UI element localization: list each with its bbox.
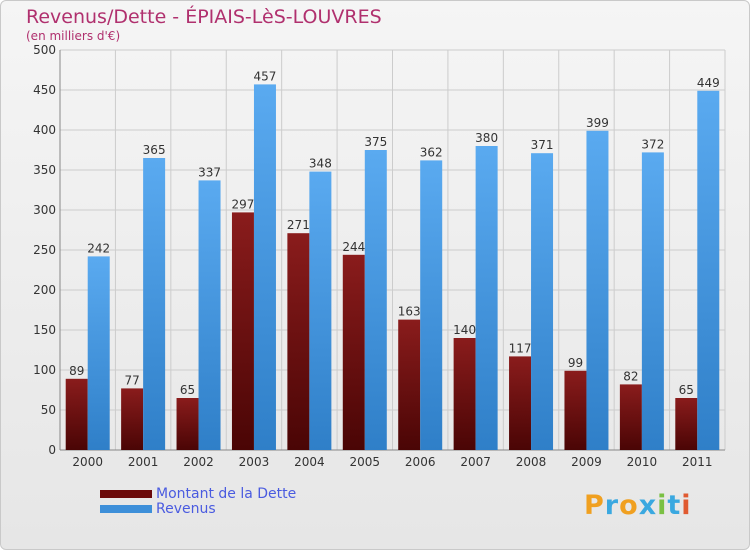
bar-debt-2008 [509, 356, 532, 450]
data-label-debt: 140 [453, 323, 476, 337]
y-tick-label: 500 [33, 43, 56, 57]
logo-letter: r [604, 490, 620, 521]
bar-revenue-2011 [697, 90, 720, 451]
data-label-debt: 271 [287, 218, 310, 232]
logo-letter: x [638, 490, 658, 521]
legend-swatch-debt [100, 489, 152, 498]
x-tick-label: 2004 [294, 455, 325, 469]
bar-debt-2011 [675, 398, 698, 450]
bar-revenue-2006 [420, 160, 443, 450]
y-tick-label: 150 [33, 323, 56, 337]
logo-letter: P [584, 490, 605, 521]
data-label-debt: 65 [679, 383, 694, 397]
data-label-revenue: 372 [641, 137, 664, 151]
y-tick-label: 200 [33, 283, 56, 297]
data-label-debt: 117 [509, 341, 532, 355]
legend-item-revenue: Revenus [100, 500, 296, 517]
bar-debt-2004 [287, 233, 310, 450]
data-label-revenue: 457 [254, 69, 277, 83]
bar-debt-2010 [619, 384, 642, 450]
data-label-revenue: 242 [87, 241, 110, 255]
logo-letter: o [619, 490, 639, 521]
y-tick-label: 450 [33, 83, 56, 97]
data-label-revenue: 380 [475, 131, 498, 145]
legend: Montant de la Dette Revenus [100, 485, 297, 517]
y-tick-label: 50 [41, 403, 56, 417]
x-tick-label: 2003 [239, 455, 270, 469]
data-label-debt: 244 [342, 240, 365, 254]
bar-revenue-2007 [475, 146, 498, 450]
data-label-revenue: 371 [531, 138, 554, 152]
x-tick-label: 2009 [571, 455, 602, 469]
data-label-debt: 82 [623, 369, 638, 383]
x-tick-label: 2010 [627, 455, 658, 469]
chart-title: Revenus/Dette - ÉPIAIS-LèS-LOUVRES [26, 6, 382, 28]
data-label-revenue: 362 [420, 145, 443, 159]
x-tick-label: 2001 [128, 455, 159, 469]
bar-debt-2000 [65, 378, 88, 450]
legend-label-revenue: Revenus [156, 500, 216, 517]
logo-letter: i [681, 490, 692, 521]
data-label-revenue: 348 [309, 157, 332, 171]
data-label-revenue: 375 [364, 135, 387, 149]
bar-debt-2006 [398, 319, 421, 450]
x-tick-label: 2005 [350, 455, 381, 469]
bar-debt-2007 [453, 338, 476, 450]
data-label-debt: 89 [69, 364, 84, 378]
data-label-revenue: 399 [586, 116, 609, 130]
y-tick-label: 0 [48, 443, 56, 457]
x-tick-label: 2007 [460, 455, 491, 469]
y-tick-label: 400 [33, 123, 56, 137]
y-tick-label: 250 [33, 243, 56, 257]
x-tick-label: 2006 [405, 455, 436, 469]
bar-revenue-2005 [364, 150, 387, 450]
proxiti-logo: Proxiti [584, 490, 692, 521]
chart-subtitle: (en milliers d'€) [26, 29, 121, 43]
y-tick-label: 100 [33, 363, 56, 377]
data-label-debt: 297 [232, 197, 255, 211]
bar-debt-2005 [342, 254, 365, 450]
legend-label-debt: Montant de la Dette [156, 485, 297, 502]
bar-debt-2001 [121, 388, 144, 450]
x-tick-label: 2008 [516, 455, 547, 469]
bar-revenue-2003 [253, 84, 276, 451]
legend-swatch-revenue [100, 504, 152, 513]
bar-revenue-2004 [309, 171, 332, 450]
bar-debt-2003 [231, 212, 254, 450]
bar-debt-2002 [176, 398, 199, 450]
data-label-revenue: 449 [697, 76, 720, 90]
logo-letter: t [667, 490, 682, 521]
data-label-debt: 99 [568, 356, 583, 370]
bar-revenue-2009 [586, 130, 609, 451]
x-tick-label: 2000 [72, 455, 103, 469]
bar-debt-2009 [564, 370, 587, 450]
legend-item-debt: Montant de la Dette [100, 485, 297, 502]
bar-revenue-2010 [641, 152, 664, 450]
bar-revenue-2008 [531, 153, 554, 450]
y-tick-label: 350 [33, 163, 56, 177]
data-label-revenue: 365 [143, 143, 166, 157]
logo-letter: i [657, 490, 668, 521]
data-label-debt: 77 [124, 373, 139, 387]
data-label-debt: 163 [398, 305, 421, 319]
x-tick-label: 2011 [682, 455, 713, 469]
bar-revenue-2001 [143, 158, 166, 450]
bar-revenue-2002 [198, 180, 221, 450]
data-label-revenue: 337 [198, 165, 221, 179]
data-label-debt: 65 [180, 383, 195, 397]
y-tick-label: 300 [33, 203, 56, 217]
bar-revenue-2000 [87, 256, 110, 450]
x-tick-label: 2002 [183, 455, 214, 469]
